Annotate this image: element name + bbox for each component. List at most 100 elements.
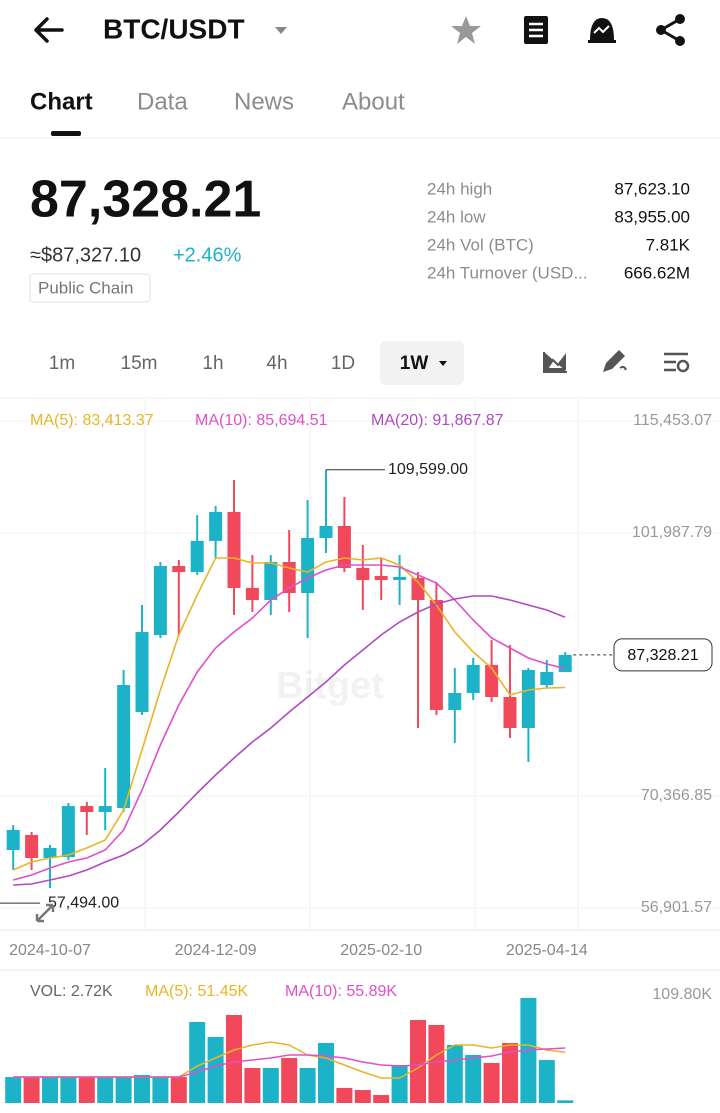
interval[interactable]: 1D [331,353,355,374]
candle-body [503,696,517,729]
volume-ma-legend: MA(10): 55.89K [285,983,397,1000]
draw-shape [603,350,625,372]
volume-bar [465,1055,482,1103]
volume-bar [97,1077,114,1103]
favorite-icon[interactable] [451,16,481,44]
candle-body [521,669,535,729]
volume-bar [538,1060,555,1103]
volume-bar [446,1044,463,1103]
bell-base [588,40,616,43]
x-tick-label: 2025-04-14 [506,942,588,959]
notes-icon[interactable] [524,16,548,44]
candle-body [190,540,204,572]
ma-line [13,595,566,886]
interval-dropdown[interactable] [439,361,447,366]
candle-body [319,525,333,538]
candle-body [429,600,443,710]
low-marker-label: 57,494.00 [48,894,119,911]
volume-bar [23,1077,40,1103]
candle-body [153,565,167,636]
alert-icon[interactable] [588,18,616,43]
tag-box [29,273,151,303]
settings-gear [676,359,690,373]
draw-icon[interactable] [603,350,627,372]
candle-body [25,834,39,859]
interval[interactable]: 1h [202,353,223,374]
pair-title[interactable]: BTC/USDT [103,13,245,44]
share-icon[interactable] [656,14,685,46]
volume-bar [170,1077,187,1103]
volume-bar [207,1037,224,1103]
settings-lines [664,352,688,372]
ma-legend: MA(20): 91,867.87 [371,412,504,429]
notes-lines [529,22,543,38]
share-dot [675,36,685,46]
stat-label: 24h Turnover (USD... [427,263,588,282]
volume-bar [152,1077,169,1103]
y-tick-label: 70,366.85 [641,787,712,804]
usd-price: ≈$87,327.10 [30,244,141,266]
pair-dropdown[interactable] [275,27,287,34]
candle-body [80,806,94,813]
x-tick-label: 2025-02-10 [340,942,422,959]
volume-bar [410,1019,426,1103]
share-dot [656,25,666,35]
last-price-box [613,638,713,672]
volume-bar [42,1077,58,1103]
candle-body [227,512,241,588]
ma-line [12,564,566,881]
settings-icon[interactable] [664,352,690,373]
tab[interactable]: News [234,88,294,115]
chart-type-icon[interactable] [543,352,567,373]
x-tick-label: 2024-10-07 [9,942,91,959]
candle-body [374,575,388,580]
bell-shape [590,18,614,40]
tab[interactable]: About [342,88,405,115]
volume-legend: VOL: 2.72K [30,983,113,1000]
tag-label: Public Chain [38,278,133,297]
volume-bar [318,1043,334,1103]
candle-body [356,567,370,580]
interval[interactable]: 15m [121,353,158,374]
volume-bar [262,1067,279,1103]
interval[interactable]: 1m [49,353,75,374]
stat-value: 83,955.00 [614,207,690,226]
stat-value: 87,623.10 [614,179,690,198]
price-change: +2.46% [173,244,242,266]
volume-bar [60,1077,77,1103]
chart-type-shape [543,352,567,373]
volume-ma-legend: MA(5): 51.45K [145,983,248,1000]
volume-bar [336,1087,353,1103]
candle-body [172,565,186,572]
stat-label: 24h high [427,179,492,198]
tab[interactable]: Data [137,88,188,115]
y-tick-label: 109.80K [652,986,712,1003]
interval[interactable]: 4h [266,353,287,374]
volume-bar [78,1077,95,1103]
watermark: Bitget [276,665,384,707]
candle-body [558,654,572,672]
interval-selected[interactable]: 1W [400,353,429,374]
candle-body [411,577,425,601]
candle-body [393,576,407,580]
stat-label: 24h low [427,207,486,226]
candle-body [43,847,57,859]
volume-bar [134,1074,150,1103]
bell-line [593,25,610,34]
ma-legend: MA(5): 83,413.37 [30,412,154,429]
draw-stroke [619,365,627,371]
candle-body [466,664,480,694]
high-marker-label: 109,599.00 [388,461,468,478]
back-button[interactable] [34,17,64,43]
expand-button[interactable] [35,903,55,923]
candle-body [540,671,554,686]
volume-bar [226,1014,242,1103]
ma-line [12,557,566,871]
stat-value: 666.62M [624,263,690,282]
last-price: 87,328.21 [30,171,261,229]
tab-active[interactable]: Chart [30,88,93,115]
interval-selected-bg [380,341,464,385]
candle-body [448,693,462,710]
volume-bar [189,1021,206,1103]
last-price-label: 87,328.21 [627,647,698,664]
